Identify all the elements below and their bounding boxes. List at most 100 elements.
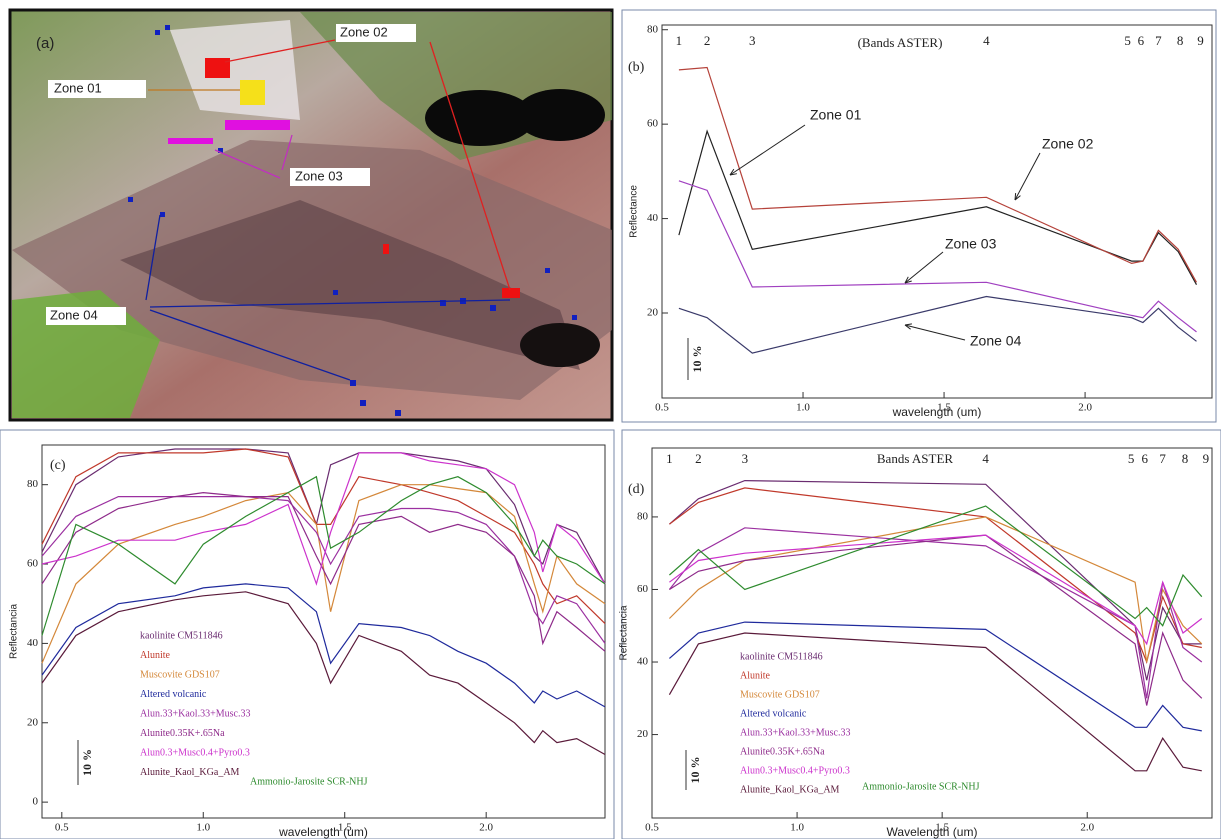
band-label: 8 [1182, 451, 1189, 466]
panel-label: (c) [50, 458, 66, 473]
plot-area [42, 445, 605, 818]
y-axis-label: Reflectance [629, 185, 640, 238]
band-label: 4 [982, 451, 989, 466]
x-tick-label: 0.5 [645, 822, 659, 834]
panel-label: (b) [628, 60, 645, 75]
band-label: 2 [704, 33, 711, 48]
band-label: 9 [1197, 33, 1204, 48]
series-line [42, 592, 605, 755]
legend-entry: Altered volcanic [140, 689, 207, 700]
legend-entry: Alunite_Kaol_KGa_AM [740, 784, 840, 795]
legend-entry: Alun.33+Kaol.33+Musc.33 [140, 708, 250, 719]
legend-entry: kaolinite CM511846 [740, 651, 823, 662]
scale-label: 10 % [688, 757, 702, 784]
legend-entry: Alunite0.35K+.65Na [740, 746, 825, 757]
legend-entry: Muscovite GDS107 [140, 669, 220, 680]
legend-entry: Alunite [140, 650, 171, 661]
x-tick-label: 1.0 [196, 822, 210, 834]
band-label: 5 [1128, 451, 1135, 466]
x-tick-label: 1.0 [790, 822, 804, 834]
legend-entry: Alun.33+Kaol.33+Musc.33 [740, 727, 850, 738]
panel-frame [622, 430, 1221, 839]
zone-label: Zone 04 [50, 307, 98, 322]
series-line [669, 488, 1201, 662]
legend-entry: Alun0.3+Musc0.4+Pyro0.3 [140, 747, 250, 758]
y-tick-label: 60 [637, 583, 649, 595]
band-label: 9 [1203, 451, 1210, 466]
annotation-arrow [905, 325, 965, 340]
zone-pixels [168, 138, 213, 144]
series-line [42, 453, 605, 584]
x-axis-label: wavelength (um) [278, 825, 368, 839]
y-tick-label: 60 [647, 118, 659, 130]
y-tick-label: 40 [647, 212, 659, 224]
legend-entry: Alunite0.35K+.65Na [140, 728, 225, 739]
band-label: 3 [742, 451, 749, 466]
image-panel: (a) Zone 01 Zone 02 Zone 03 Zone 04 [10, 10, 612, 420]
figure: (a) Zone 01 Zone 02 Zone 03 Zone 04 2040… [0, 0, 1221, 839]
zone-pixels [383, 244, 389, 254]
legend-entry: kaolinite CM511846 [140, 630, 223, 641]
page: { "image_panel": {"panel_label": "(a)", … [0, 0, 1221, 839]
band-label: 6 [1138, 33, 1145, 48]
band-title: Bands ASTER [877, 451, 954, 466]
legend-entry: Alunite_Kaol_KGa_AM [140, 767, 240, 778]
plot-area [662, 25, 1212, 398]
zone-pixels [205, 58, 230, 78]
y-tick-label: 80 [637, 510, 649, 522]
y-tick-label: 0 [33, 796, 39, 808]
zone-label: Zone 03 [295, 168, 343, 183]
series-line [679, 131, 1197, 285]
legend-entry: Ammonio-Jarosite SCR-NHJ [862, 781, 980, 792]
panel-label: (d) [628, 482, 645, 497]
y-axis-label: Reflectancia [619, 605, 630, 660]
band-label: 7 [1159, 451, 1166, 466]
band-label: 5 [1124, 33, 1131, 48]
x-tick-label: 0.5 [655, 402, 669, 414]
annotation: Zone 04 [970, 333, 1022, 349]
y-tick-label: 20 [637, 728, 649, 740]
annotation: Zone 02 [1042, 136, 1094, 152]
annotation: Zone 03 [945, 236, 997, 252]
y-tick-label: 40 [637, 656, 649, 668]
x-axis-label: Wavelength (um) [887, 825, 978, 839]
band-label: 1 [676, 33, 683, 48]
y-tick-label: 20 [27, 716, 39, 728]
legend-entry: Alunite [740, 670, 771, 681]
zone-pixels [502, 288, 520, 298]
panel-label: (a) [36, 35, 54, 52]
band-label: 1 [666, 451, 673, 466]
water-body [515, 89, 605, 141]
x-tick-label: 2.0 [1080, 822, 1094, 834]
panel-frame [622, 10, 1216, 422]
legend-entry: Ammonio-Jarosite SCR-NHJ [250, 776, 368, 787]
plot-area [652, 448, 1212, 818]
zone-pixels [225, 120, 290, 130]
y-tick-label: 80 [647, 23, 659, 35]
x-tick-label: 0.5 [55, 822, 69, 834]
zone-pixels [240, 80, 265, 105]
shadow [520, 323, 600, 367]
y-tick-label: 40 [27, 637, 39, 649]
band-label: 8 [1177, 33, 1184, 48]
band-label: 7 [1155, 33, 1162, 48]
scale-label: 10 % [690, 346, 704, 373]
y-axis-label: Reflectancia [9, 604, 20, 659]
y-tick-label: 80 [27, 478, 39, 490]
series-line [669, 506, 1201, 626]
band-title: (Bands ASTER) [858, 35, 943, 50]
series-line [679, 297, 1197, 354]
x-tick-label: 1.0 [796, 402, 810, 414]
x-tick-label: 2.0 [479, 822, 493, 834]
band-label: 2 [695, 451, 702, 466]
annotation-arrow [1015, 153, 1040, 200]
band-label: 6 [1141, 451, 1148, 466]
y-tick-label: 60 [27, 558, 39, 570]
zone-label: Zone 02 [340, 24, 388, 39]
series-line [42, 584, 605, 707]
arrow-head [730, 169, 737, 175]
series-line [679, 68, 1197, 283]
scale-label: 10 % [80, 749, 94, 776]
y-tick-label: 20 [647, 307, 659, 319]
annotation: Zone 01 [810, 107, 862, 123]
